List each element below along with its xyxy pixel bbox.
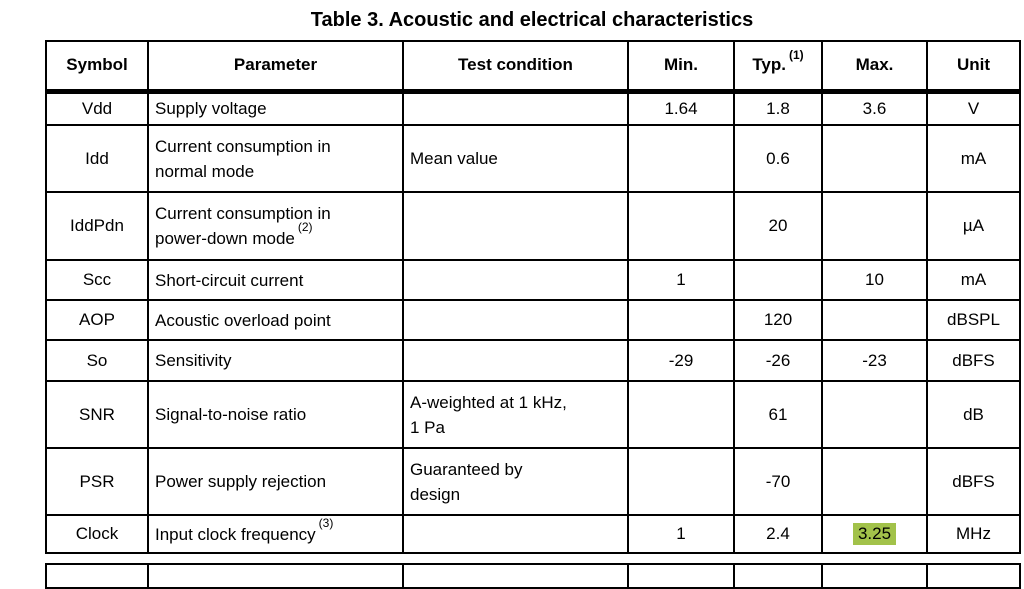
idd-unit: mA bbox=[926, 124, 1021, 193]
aop-test-condition bbox=[402, 299, 629, 341]
vdd-symbol: Vdd bbox=[45, 90, 149, 126]
aop-symbol: AOP bbox=[45, 299, 149, 341]
clock-min: 1 bbox=[627, 514, 735, 554]
partial-row bbox=[45, 563, 1021, 589]
row-scc: Scc Short-circuit current 1 10 mA bbox=[45, 259, 1021, 301]
iddpdn-typ: 20 bbox=[733, 191, 823, 261]
idd-symbol: Idd bbox=[45, 124, 149, 193]
vdd-max: 3.6 bbox=[821, 90, 928, 126]
aop-typ: 120 bbox=[733, 299, 823, 341]
snr-typ: 61 bbox=[733, 380, 823, 449]
vdd-min: 1.64 bbox=[627, 90, 735, 126]
vdd-parameter: Supply voltage bbox=[147, 90, 404, 126]
psr-symbol: PSR bbox=[45, 447, 149, 516]
row-idd: Idd Current consumption in normal mode M… bbox=[45, 124, 1021, 193]
iddpdn-min bbox=[627, 191, 735, 261]
row-aop: AOP Acoustic overload point 120 dBSPL bbox=[45, 299, 1021, 341]
row-psr: PSR Power supply rejection Guaranteed by… bbox=[45, 447, 1021, 516]
snr-parameter: Signal-to-noise ratio bbox=[147, 380, 404, 449]
snr-test-condition: A-weighted at 1 kHz, 1 Pa bbox=[402, 380, 629, 449]
psr-max bbox=[821, 447, 928, 516]
aop-unit: dBSPL bbox=[926, 299, 1021, 341]
scc-unit: mA bbox=[926, 259, 1021, 301]
vdd-test-condition bbox=[402, 90, 629, 126]
clock-symbol: Clock bbox=[45, 514, 149, 554]
header-symbol: Symbol bbox=[45, 40, 149, 94]
so-symbol: So bbox=[45, 339, 149, 382]
row-so: So Sensitivity -29 -26 -23 dBFS bbox=[45, 339, 1021, 382]
so-unit: dBFS bbox=[926, 339, 1021, 382]
psr-typ: -70 bbox=[733, 447, 823, 516]
footnote-2-marker: (2) bbox=[297, 220, 313, 235]
clock-max: 3.25 bbox=[821, 514, 928, 554]
so-min: -29 bbox=[627, 339, 735, 382]
header-unit: Unit bbox=[926, 40, 1021, 94]
psr-min bbox=[627, 447, 735, 516]
row-vdd: Vdd Supply voltage 1.64 1.8 3.6 V bbox=[45, 90, 1021, 126]
scc-parameter: Short-circuit current bbox=[147, 259, 404, 301]
psr-parameter: Power supply rejection bbox=[147, 447, 404, 516]
clock-typ: 2.4 bbox=[733, 514, 823, 554]
scc-min: 1 bbox=[627, 259, 735, 301]
header-min: Min. bbox=[627, 40, 735, 94]
datasheet-page: { "title": "Table 3. Acoustic and electr… bbox=[45, 9, 1021, 589]
psr-test-condition: Guaranteed by design bbox=[402, 447, 629, 516]
idd-max bbox=[821, 124, 928, 193]
footnote-1-marker: (1) bbox=[789, 47, 804, 62]
header-max: Max. bbox=[821, 40, 928, 94]
idd-typ: 0.6 bbox=[733, 124, 823, 193]
so-max: -23 bbox=[821, 339, 928, 382]
clock-unit: MHz bbox=[926, 514, 1021, 554]
row-iddpdn: IddPdn Current consumption in power-down… bbox=[45, 191, 1021, 261]
clock-test-condition bbox=[402, 514, 629, 554]
vdd-unit: V bbox=[926, 90, 1021, 126]
characteristics-table: Symbol Parameter Test condition Min. Typ… bbox=[45, 40, 1021, 554]
iddpdn-symbol: IddPdn bbox=[45, 191, 149, 261]
next-row-partial bbox=[45, 563, 1021, 589]
iddpdn-parameter: Current consumption in power-down mode(2… bbox=[147, 191, 404, 261]
scc-typ bbox=[733, 259, 823, 301]
idd-parameter: Current consumption in normal mode bbox=[147, 124, 404, 193]
aop-max bbox=[821, 299, 928, 341]
snr-unit: dB bbox=[926, 380, 1021, 449]
aop-parameter: Acoustic overload point bbox=[147, 299, 404, 341]
so-test-condition bbox=[402, 339, 629, 382]
clock-max-highlight: 3.25 bbox=[852, 523, 897, 545]
header-typ: Typ.(1) bbox=[733, 40, 823, 94]
footnote-3-marker: (3) bbox=[318, 515, 334, 530]
iddpdn-test-condition bbox=[402, 191, 629, 261]
clock-parameter: Input clock frequency(3) bbox=[147, 514, 404, 554]
row-snr: SNR Signal-to-noise ratio A-weighted at … bbox=[45, 380, 1021, 449]
table-title: Table 3. Acoustic and electrical charact… bbox=[310, 9, 754, 31]
header-parameter: Parameter bbox=[147, 40, 404, 94]
scc-symbol: Scc bbox=[45, 259, 149, 301]
scc-max: 10 bbox=[821, 259, 928, 301]
header-test-condition: Test condition bbox=[402, 40, 629, 94]
so-typ: -26 bbox=[733, 339, 823, 382]
iddpdn-max bbox=[821, 191, 928, 261]
idd-min bbox=[627, 124, 735, 193]
idd-test-condition: Mean value bbox=[402, 124, 629, 193]
vdd-typ: 1.8 bbox=[733, 90, 823, 126]
aop-min bbox=[627, 299, 735, 341]
snr-min bbox=[627, 380, 735, 449]
snr-max bbox=[821, 380, 928, 449]
psr-unit: dBFS bbox=[926, 447, 1021, 516]
scc-test-condition bbox=[402, 259, 629, 301]
header-row: Symbol Parameter Test condition Min. Typ… bbox=[45, 40, 1021, 94]
snr-symbol: SNR bbox=[45, 380, 149, 449]
iddpdn-unit: µA bbox=[926, 191, 1021, 261]
row-clock: Clock Input clock frequency(3) 1 2.4 3.2… bbox=[45, 514, 1021, 554]
so-parameter: Sensitivity bbox=[147, 339, 404, 382]
